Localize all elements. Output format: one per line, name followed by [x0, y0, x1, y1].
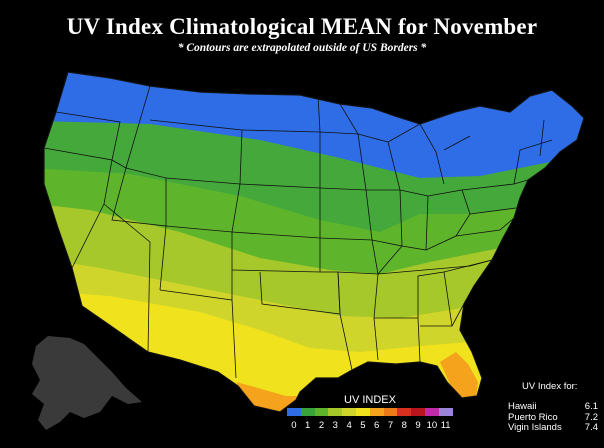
legend-swatch	[355, 408, 370, 416]
uv-index-for-table: Hawaii 6.1 Puerto Rico 7.2 Vigin Islands 7.4	[508, 401, 598, 434]
legend-swatch	[411, 408, 425, 416]
legend-label: 3	[332, 420, 338, 431]
legend-swatch	[314, 408, 329, 416]
legend-labels: 0 1 2 3 4 5 6 7 8 9 10 11	[287, 420, 453, 432]
legend-label: 6	[374, 420, 380, 431]
legend-label: 1	[305, 420, 311, 431]
uv-index-row: Hawaii 6.1	[508, 401, 598, 413]
legend-color-bar	[287, 408, 453, 416]
legend-swatch	[328, 408, 343, 416]
map-title: UV Index Climatological MEAN for Novembe…	[66, 14, 538, 39]
uv-index-value: 6.1	[584, 401, 598, 412]
uv-index-row: Puerto Rico 7.2	[508, 411, 598, 424]
legend-swatch	[342, 408, 356, 416]
legend-label: 2	[318, 420, 325, 431]
legend-label: 8	[401, 420, 407, 431]
legend-title: UV INDEX	[344, 394, 396, 406]
legend-swatch	[424, 408, 439, 416]
legend-label: 4	[346, 420, 352, 431]
uv-index-row: Vigin Islands 7.4	[508, 422, 598, 434]
legend-label: 0	[291, 420, 297, 431]
legend-swatch	[369, 408, 384, 416]
uv-index-value: 7.4	[584, 422, 598, 433]
legend-swatch	[300, 408, 315, 416]
uv-index-value: 7.2	[584, 411, 598, 423]
legend-label: 11	[440, 420, 451, 431]
legend-swatch	[438, 408, 453, 416]
uv-index-for-title: UV Index for:	[522, 381, 578, 392]
legend-swatch	[383, 408, 398, 416]
alaska-silhouette	[32, 336, 142, 430]
uv-index-place: Vigin Islands	[508, 422, 562, 433]
legend-label: 10	[426, 420, 438, 431]
legend-label: 5	[360, 420, 366, 431]
uv-index-place: Hawaii	[508, 401, 537, 412]
legend-swatch	[397, 408, 412, 416]
legend-swatch	[287, 408, 301, 416]
uv-index-place: Puerto Rico	[508, 411, 558, 423]
state-borders	[43, 71, 585, 413]
map-subtitle: * Contours are extrapolated outside of U…	[177, 42, 427, 54]
legend-label: 9	[415, 420, 421, 431]
legend-label: 7	[387, 420, 394, 431]
